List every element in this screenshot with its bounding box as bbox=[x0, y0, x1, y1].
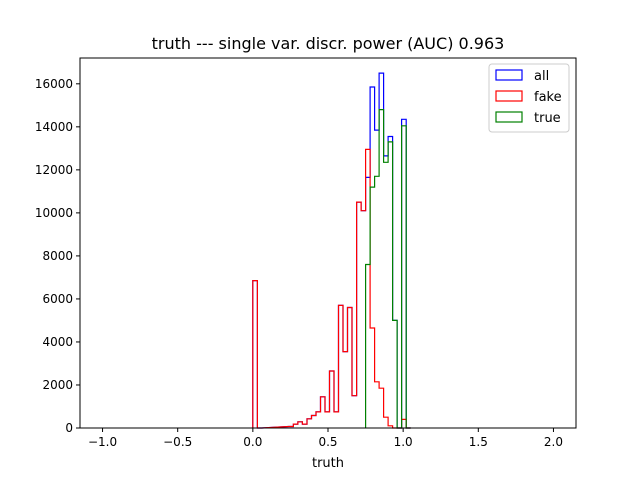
legend-item-all[interactable]: all bbox=[495, 69, 549, 84]
legend-item-true[interactable]: true bbox=[495, 111, 561, 126]
series-layer bbox=[252, 72, 411, 429]
x-tick-label: 1.0 bbox=[394, 435, 413, 449]
y-tick-label: 0 bbox=[65, 421, 73, 435]
legend[interactable]: all fake true bbox=[488, 63, 570, 133]
x-tick-label: −0.5 bbox=[163, 435, 192, 449]
x-tick-label: 2.0 bbox=[544, 435, 563, 449]
y-tick-label: 8000 bbox=[42, 249, 73, 263]
y-tick-label: 16000 bbox=[35, 77, 73, 91]
x-axis-label: truth bbox=[312, 456, 344, 471]
legend-label-true: true bbox=[534, 111, 561, 126]
chart-title: truth --- single var. discr. power (AUC)… bbox=[152, 34, 505, 53]
legend-swatch-all bbox=[495, 69, 523, 81]
legend-swatch-true bbox=[495, 111, 523, 123]
legend-label-fake: fake bbox=[534, 90, 562, 105]
x-axis: −1.0 −0.5 0.0 0.5 1.0 1.5 2.0 bbox=[88, 428, 563, 449]
y-tick-label: 4000 bbox=[42, 335, 73, 349]
x-tick-label: −1.0 bbox=[88, 435, 117, 449]
y-axis: 0 2000 4000 6000 8000 10000 12000 14000 16000 bbox=[35, 77, 80, 435]
y-tick-label: 12000 bbox=[35, 163, 73, 177]
legend-box bbox=[488, 63, 570, 133]
y-tick-label: 2000 bbox=[42, 378, 73, 392]
y-tick-label: 14000 bbox=[35, 120, 73, 134]
legend-label-all: all bbox=[534, 69, 549, 84]
series-fake-outline bbox=[252, 148, 411, 429]
x-tick-label: 0.0 bbox=[243, 435, 262, 449]
y-tick-label: 10000 bbox=[35, 206, 73, 220]
x-tick-label: 0.5 bbox=[318, 435, 337, 449]
legend-item-fake[interactable]: fake bbox=[495, 90, 562, 105]
series-fake bbox=[252, 148, 411, 429]
x-tick-label: 1.5 bbox=[469, 435, 488, 449]
y-tick-label: 6000 bbox=[42, 292, 73, 306]
series-true-outline bbox=[365, 109, 411, 429]
legend-swatch-fake bbox=[495, 90, 523, 102]
series-true bbox=[365, 109, 411, 429]
